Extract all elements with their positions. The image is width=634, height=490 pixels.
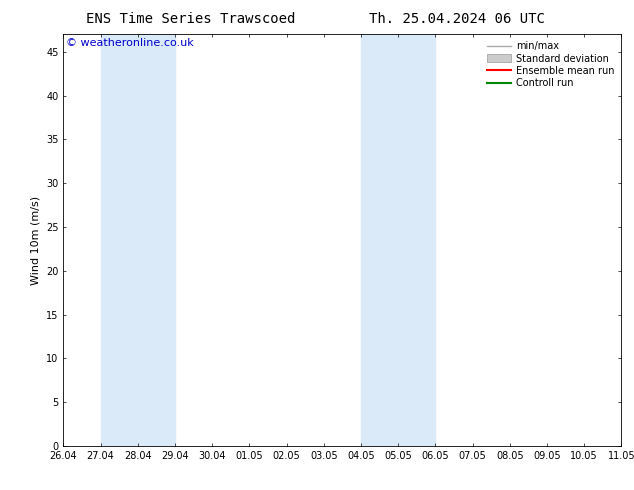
Text: Th. 25.04.2024 06 UTC: Th. 25.04.2024 06 UTC [368,12,545,26]
Text: © weatheronline.co.uk: © weatheronline.co.uk [66,38,194,49]
Bar [361,34,436,446]
Text: ENS Time Series Trawscoed: ENS Time Series Trawscoed [86,12,295,26]
Legend: min/max, Standard deviation, Ensemble mean run, Controll run: min/max, Standard deviation, Ensemble me… [485,39,616,90]
Bar [101,34,175,446]
Y-axis label: Wind 10m (m/s): Wind 10m (m/s) [30,196,41,285]
